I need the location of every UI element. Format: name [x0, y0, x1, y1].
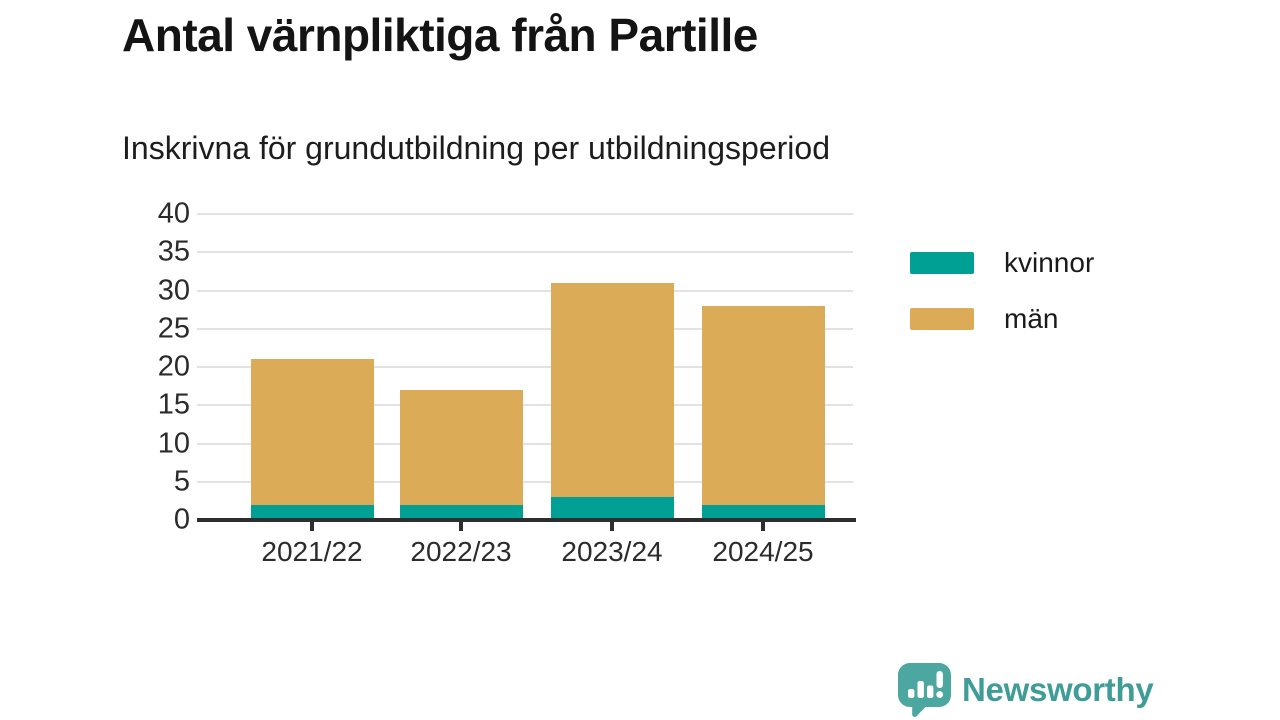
x-axis-tick-label: 2021/22 — [261, 536, 363, 567]
x-axis-tick-label: 2024/25 — [712, 536, 814, 567]
gridline-35 — [197, 251, 853, 254]
y-axis-tick-label: 35 — [157, 235, 190, 268]
x-axis-tick — [610, 522, 614, 531]
gridline-15 — [197, 404, 853, 407]
bar-kvinnor-2022-23 — [399, 504, 523, 520]
brand-footer: Newsworthy — [897, 661, 1154, 719]
chart-title: Antal värnpliktiga från Partille — [122, 9, 758, 61]
x-axis-tick-label: 2022/23 — [410, 536, 512, 567]
bar-män-2023-24 — [550, 282, 674, 498]
x-axis-tick — [310, 522, 314, 531]
x-axis-tick-label: 2023/24 — [561, 536, 663, 567]
bar-kvinnor-2023-24 — [550, 497, 674, 520]
legend-label: män — [1004, 303, 1059, 334]
gridline-20 — [197, 366, 853, 368]
y-axis: 0 5 10 15 20 25 30 35 40 — [55, 198, 190, 536]
gridline-40 — [197, 213, 853, 215]
legend: kvinnor män — [910, 247, 1094, 359]
chart-subtitle: Inskrivna för grundutbildning per utbild… — [122, 130, 830, 166]
y-axis-tick-label: 0 — [173, 503, 190, 536]
y-axis-tick-label: 25 — [157, 312, 190, 345]
y-axis-tick-label: 5 — [173, 465, 190, 498]
y-axis-tick-label: 10 — [157, 427, 190, 459]
legend-item-män: män — [910, 303, 1094, 335]
bar-kvinnor-2024-25 — [701, 504, 825, 520]
bar-män-2022-23 — [399, 389, 523, 505]
gridline-5 — [197, 480, 853, 483]
legend-swatch-män — [910, 308, 974, 330]
brand-name: Newsworthy — [962, 671, 1154, 708]
y-axis-tick-label: 40 — [157, 197, 190, 230]
x-axis-line — [197, 518, 856, 522]
y-axis-tick-label: 15 — [157, 388, 190, 421]
legend-item-kvinnor: kvinnor — [910, 247, 1094, 279]
bar-män-2021-22 — [250, 359, 374, 505]
newsworthy-logo-icon — [897, 661, 952, 719]
legend-label: kvinnor — [1004, 247, 1095, 278]
bar-kvinnor-2021-22 — [250, 504, 374, 520]
legend-swatch-kvinnor — [910, 252, 974, 274]
bar-män-2024-25 — [701, 305, 825, 505]
gridline-10 — [197, 442, 853, 445]
x-axis-tick — [761, 522, 765, 531]
gridline-25 — [197, 327, 853, 330]
y-axis-tick-label: 20 — [157, 350, 190, 383]
x-axis-tick — [459, 522, 463, 531]
gridline-30 — [197, 289, 853, 292]
y-axis-tick-label: 30 — [157, 274, 190, 306]
plot-area: 2021/22 2022/23 2023/24 2024/25 — [197, 213, 856, 567]
